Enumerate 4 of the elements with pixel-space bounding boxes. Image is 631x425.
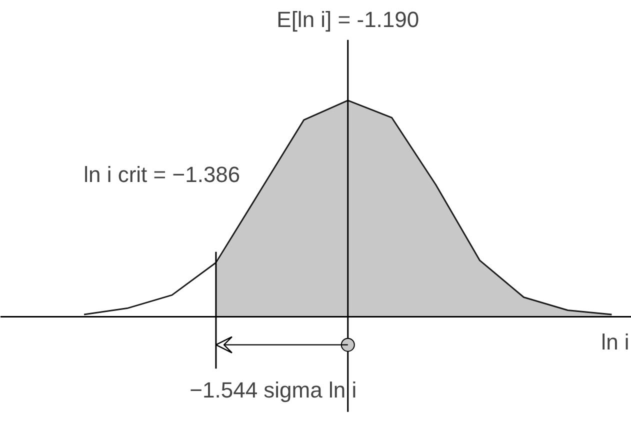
text: E[ln i] = -1.190 bbox=[276, 6, 420, 32]
text: −1.544 sigma ln i bbox=[190, 378, 357, 403]
x-axis-title: ln i bbox=[601, 330, 630, 355]
annotation: ln i crit = −1.386 bbox=[84, 162, 240, 187]
